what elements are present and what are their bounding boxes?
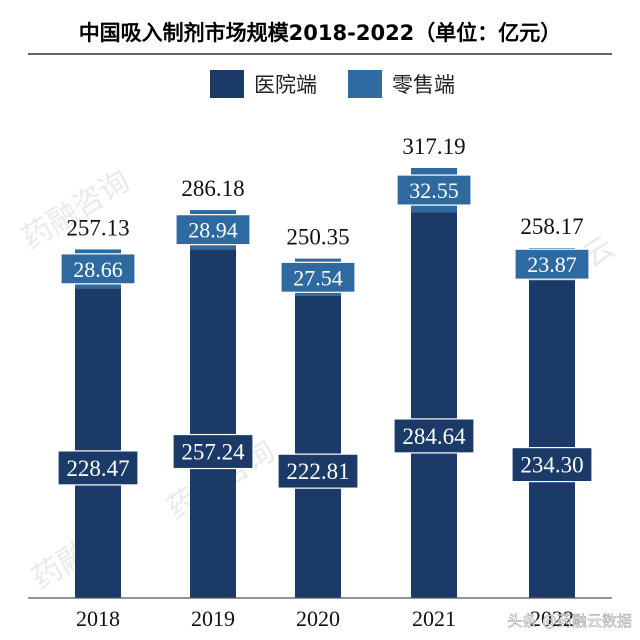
data-label-retail-2018: 28.66	[73, 257, 123, 282]
total-label-2021: 317.19	[402, 134, 465, 159]
x-tick-label-2020: 2020	[296, 606, 340, 631]
total-label-2018: 257.13	[66, 215, 129, 240]
legend-label: 医院端	[254, 73, 317, 97]
x-tick-label-2022: 2022	[530, 606, 574, 631]
bar-hospital-2019	[190, 249, 236, 598]
data-label-box-retail	[280, 261, 356, 293]
data-label-retail-2021: 32.55	[409, 178, 459, 203]
watermark-text: 药融咨询	[16, 164, 136, 257]
data-labels: 228.47 28.66 257.13 257.24 28.94 286.18 222.81…	[57, 134, 593, 489]
total-label-2020: 250.35	[286, 225, 349, 250]
legend-label: 零售端	[392, 73, 455, 97]
x-tick-label-2018: 2018	[76, 606, 120, 631]
x-tick-label-2021: 2021	[412, 606, 456, 631]
data-label-box-hospital	[393, 418, 475, 454]
x-tick-label-2019: 2019	[191, 606, 235, 631]
data-label-retail-2019: 28.94	[188, 218, 238, 243]
data-label-box-hospital	[57, 450, 139, 486]
data-label-box-retail	[175, 214, 251, 246]
legend-item-retail: 零售端	[348, 70, 455, 98]
data-label-retail-2020: 27.54	[293, 265, 343, 290]
bar-hospital-2018	[75, 288, 121, 598]
bar-hospital-2021	[411, 212, 457, 599]
legend-swatch	[210, 70, 244, 98]
legend-item-hospital: 医院端	[210, 70, 317, 98]
data-label-box-hospital	[511, 446, 593, 483]
bar-hospital-2020	[295, 295, 341, 598]
total-label-2022: 258.17	[520, 214, 583, 239]
x-axis: 2018 2019 2020 2021 2022	[28, 597, 612, 631]
data-label-hospital-2019: 257.24	[181, 440, 245, 465]
data-label-retail-2022: 23.87	[527, 252, 577, 277]
data-label-hospital-2021: 284.64	[402, 424, 466, 449]
legend-swatch	[348, 70, 382, 98]
footer-watermark: 头条 @药融云数据	[507, 612, 632, 630]
data-label-box-retail	[514, 248, 590, 280]
chart-title: 中国吸入制剂市场规模2018-2022（单位：亿元）	[79, 21, 562, 45]
data-label-box-hospital	[277, 453, 359, 489]
data-label-box-retail	[396, 174, 472, 206]
data-label-hospital-2022: 234.30	[520, 453, 583, 478]
data-label-hospital-2020: 222.81	[286, 459, 349, 484]
legend: 医院端 零售端	[210, 70, 455, 98]
total-label-2019: 286.18	[181, 176, 244, 201]
data-label-box-retail	[60, 253, 136, 285]
data-label-hospital-2018: 228.47	[66, 456, 129, 481]
bar-hospital-2022	[529, 280, 575, 598]
data-label-box-hospital	[172, 433, 254, 470]
